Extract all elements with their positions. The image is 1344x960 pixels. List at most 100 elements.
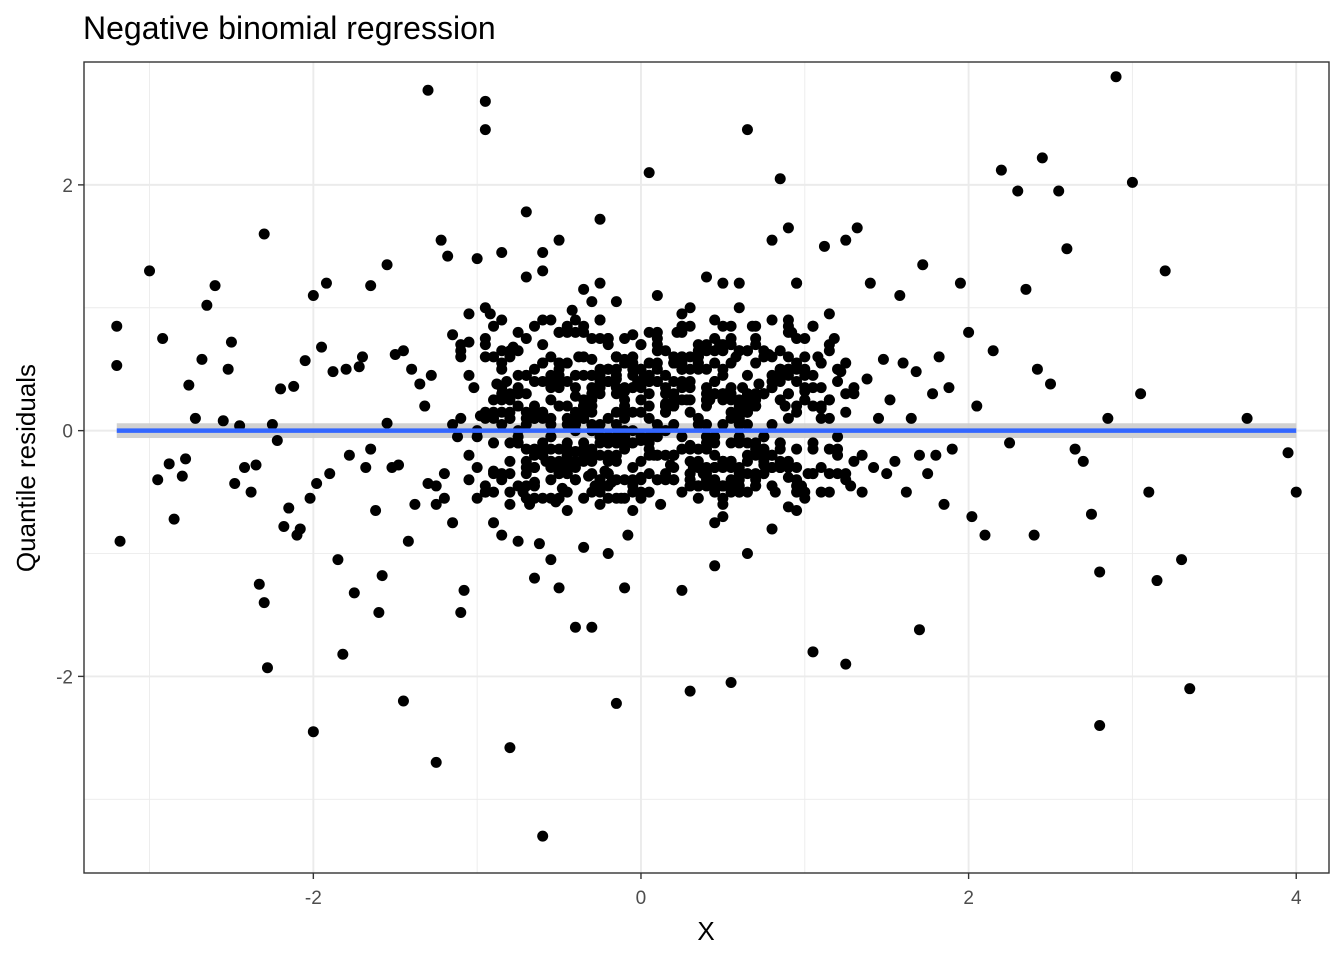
data-point	[545, 455, 557, 467]
data-point	[651, 363, 663, 375]
data-point	[791, 443, 803, 455]
data-point	[660, 449, 672, 461]
data-point	[643, 400, 655, 412]
data-point	[733, 394, 745, 406]
data-point	[1061, 243, 1073, 255]
data-point	[520, 455, 532, 467]
data-point	[643, 486, 655, 498]
data-point	[709, 560, 721, 572]
data-point	[520, 271, 532, 283]
data-point	[602, 548, 614, 560]
data-point	[545, 431, 557, 443]
data-point	[635, 431, 647, 443]
data-point	[1102, 412, 1114, 424]
data-point	[471, 492, 483, 504]
data-point	[402, 535, 414, 547]
data-point	[635, 455, 647, 467]
data-point	[250, 459, 262, 471]
data-point	[766, 418, 778, 430]
data-point	[504, 468, 516, 480]
data-point	[782, 412, 794, 424]
data-point	[643, 167, 655, 179]
data-point	[910, 366, 922, 378]
data-point	[610, 492, 622, 504]
data-point	[782, 326, 794, 338]
data-point	[733, 468, 745, 480]
data-point	[823, 339, 835, 351]
data-point	[774, 443, 786, 455]
data-point	[943, 382, 955, 394]
data-point	[922, 468, 934, 480]
data-point	[1135, 388, 1147, 400]
data-point	[750, 449, 762, 461]
y-tick-label: -2	[56, 667, 73, 688]
data-point	[438, 468, 450, 480]
data-point	[569, 455, 581, 467]
data-point	[180, 453, 192, 465]
data-point	[668, 400, 680, 412]
data-point	[717, 492, 729, 504]
data-point	[610, 388, 622, 400]
data-point	[627, 462, 639, 473]
data-point	[389, 348, 401, 360]
data-point	[774, 455, 786, 467]
data-point	[750, 332, 762, 344]
data-point	[275, 383, 287, 395]
data-point	[627, 382, 639, 394]
data-point	[815, 462, 827, 473]
data-point	[709, 345, 721, 357]
data-point	[619, 382, 631, 394]
data-point	[569, 382, 581, 394]
data-point	[668, 418, 680, 430]
data-point	[610, 449, 622, 461]
data-point	[774, 173, 786, 185]
data-point	[701, 468, 712, 480]
data-point	[447, 517, 459, 529]
data-point	[409, 498, 421, 510]
data-point	[750, 320, 762, 332]
data-point	[425, 369, 437, 381]
data-point	[619, 332, 631, 344]
data-point	[684, 406, 696, 418]
data-point	[651, 375, 663, 387]
data-point	[520, 412, 532, 424]
data-point	[627, 480, 639, 492]
data-point	[701, 418, 712, 430]
data-point	[545, 314, 557, 326]
data-point	[823, 394, 835, 406]
data-point	[709, 449, 721, 461]
data-point	[471, 253, 483, 265]
data-point	[750, 468, 762, 480]
data-point	[561, 418, 573, 430]
data-point	[586, 468, 598, 480]
data-point	[1241, 412, 1253, 424]
data-point	[324, 468, 336, 480]
data-point	[271, 434, 283, 446]
data-point	[1031, 363, 1043, 375]
data-point	[504, 351, 516, 363]
data-point	[422, 84, 434, 96]
data-point	[815, 382, 827, 394]
data-point	[823, 468, 835, 480]
data-point	[447, 418, 459, 430]
data-point	[627, 437, 639, 449]
data-point	[512, 535, 524, 547]
data-point	[676, 486, 688, 498]
data-point	[537, 830, 549, 842]
data-point	[1176, 554, 1188, 566]
data-point	[741, 124, 753, 136]
data-point	[278, 520, 290, 532]
data-point	[815, 400, 827, 412]
data-point	[528, 449, 540, 461]
data-point	[569, 621, 581, 633]
data-point	[1036, 152, 1048, 164]
data-point	[635, 474, 647, 486]
data-point	[602, 363, 614, 375]
data-point	[561, 443, 573, 455]
data-point	[701, 345, 712, 357]
data-point	[537, 492, 549, 504]
data-point	[684, 685, 696, 697]
data-point	[307, 726, 319, 738]
data-point	[602, 375, 614, 387]
